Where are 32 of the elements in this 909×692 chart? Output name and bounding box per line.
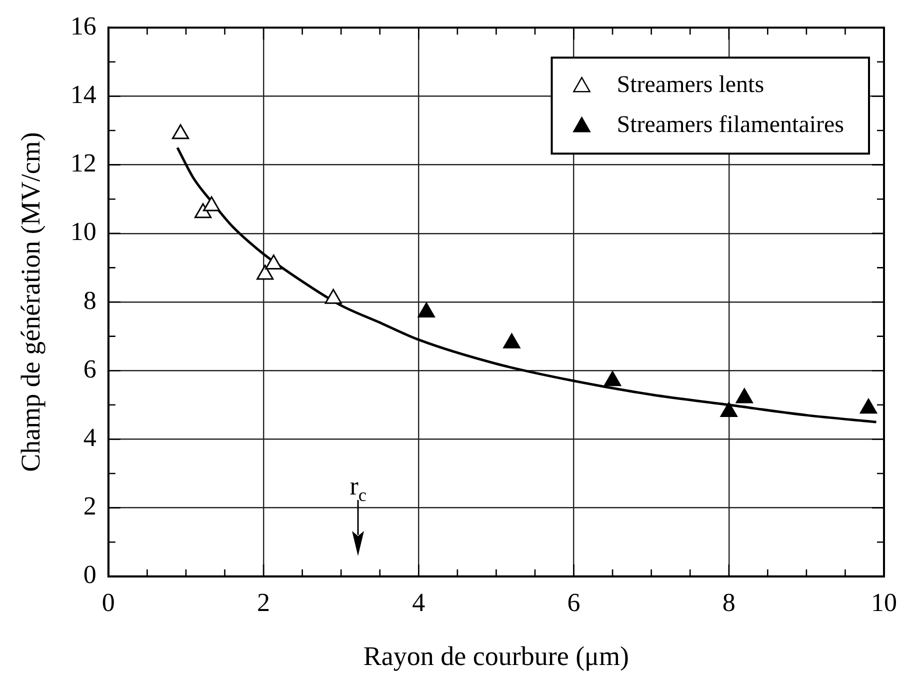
y-tick-label: 2 <box>83 492 96 521</box>
y-tick-label: 4 <box>83 423 96 452</box>
point <box>604 371 622 386</box>
y-tick-label: 6 <box>83 354 96 384</box>
point <box>418 302 435 318</box>
point <box>265 254 282 270</box>
point <box>203 196 220 212</box>
x-tick-label: 4 <box>412 588 426 617</box>
point <box>194 203 212 218</box>
legend-label: Streamers filamentaires <box>616 112 844 138</box>
y-tick-label: 0 <box>83 560 96 590</box>
line-series <box>176 146 878 424</box>
y-tick-label: 14 <box>70 80 96 110</box>
point <box>720 402 738 418</box>
point <box>256 264 274 280</box>
y-axis-title: Champ de génération (MV/cm) <box>15 132 46 472</box>
y-tick-label: 12 <box>70 148 96 178</box>
x-tick-label: 8 <box>722 588 736 617</box>
point <box>324 288 342 304</box>
x-tick-label: 2 <box>257 588 270 617</box>
point <box>736 388 753 404</box>
x-tick-label: 10 <box>871 588 897 617</box>
point <box>860 398 878 414</box>
y-tick-label: 10 <box>70 217 96 246</box>
legend-label: Streamers lents <box>616 72 764 98</box>
x-tick-label: 6 <box>567 588 580 617</box>
point <box>172 124 190 140</box>
x-axis-title: Rayon de courbure (μm) <box>363 640 630 671</box>
x-tick-label: 0 <box>102 588 115 617</box>
y-tick-label: 8 <box>83 286 96 315</box>
y-tick-label: 16 <box>70 11 96 40</box>
point <box>503 333 520 348</box>
